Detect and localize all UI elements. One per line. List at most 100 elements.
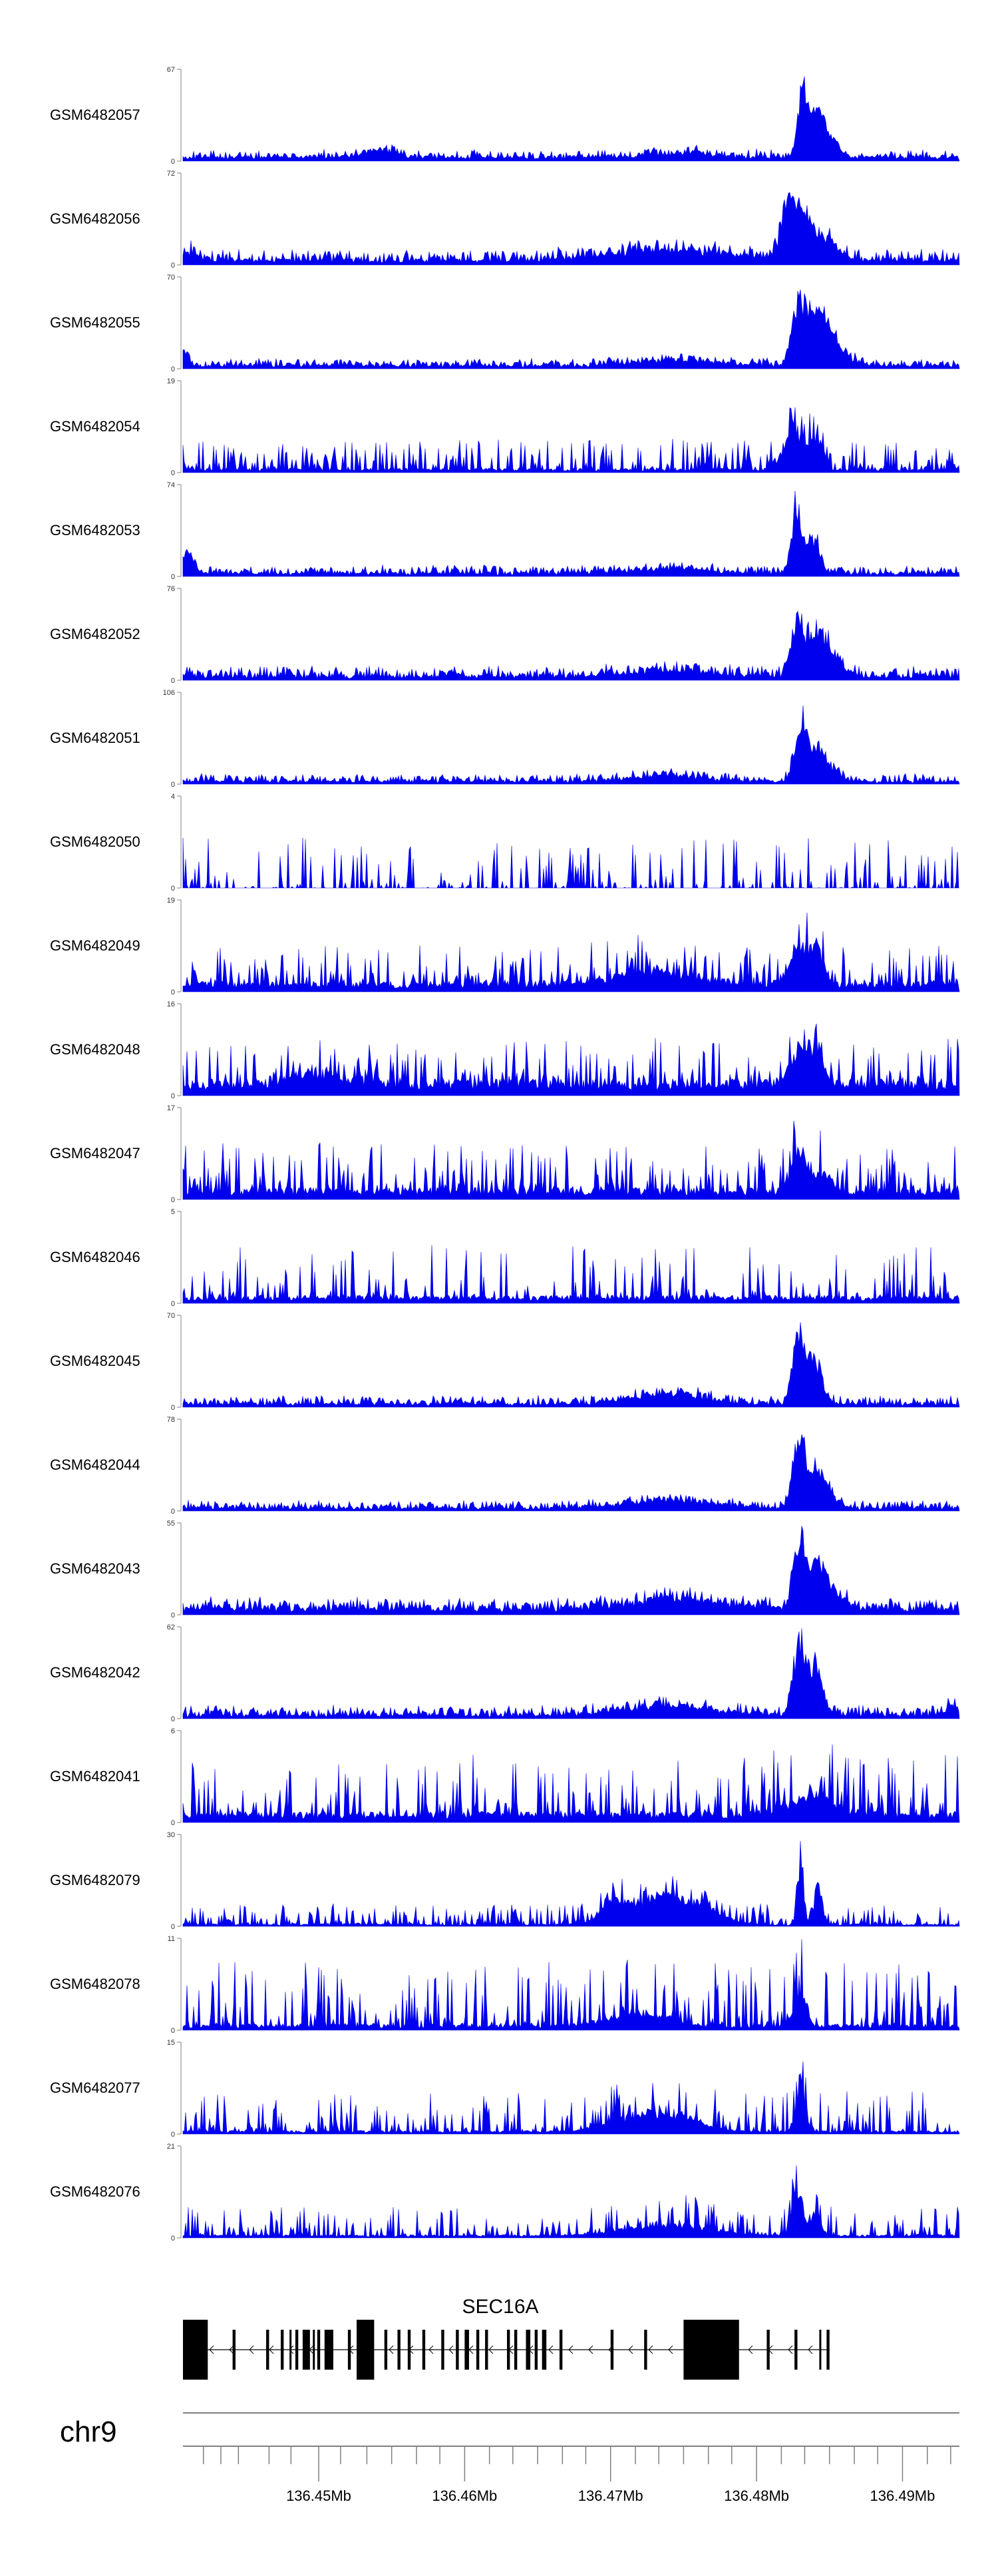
strand-arrow (488, 2345, 494, 2354)
track-label: GSM6482078 (50, 1976, 140, 1992)
track-label: GSM6482053 (50, 522, 140, 538)
gene-exon (232, 2330, 236, 2370)
coverage-track: GSM6482057 67 0 (50, 66, 960, 166)
strand-arrow (249, 2345, 254, 2354)
strand-arrow (289, 2345, 294, 2354)
strand-arrow (389, 2345, 394, 2354)
gene-exon (441, 2330, 444, 2370)
gene-exon (506, 2330, 510, 2370)
y-max-label: 72 (167, 170, 175, 178)
track-label: GSM6482045 (50, 1353, 140, 1369)
y-max-label: 19 (167, 897, 175, 905)
coverage-track: GSM6482045 70 0 (50, 1312, 960, 1412)
y-max-label: 106 (163, 689, 175, 697)
y-max-label: 70 (167, 274, 175, 282)
y-min-label: 0 (171, 1300, 175, 1308)
coverage-track: GSM6482079 30 0 (50, 1831, 960, 1931)
y-max-label: 67 (167, 66, 175, 74)
coverage-area (182, 1840, 960, 1927)
gene-exon (464, 2330, 469, 2370)
track-label: GSM6482049 (50, 937, 140, 954)
strand-arrow (628, 2345, 633, 2354)
coverage-area (182, 192, 960, 266)
y-max-label: 17 (167, 1104, 175, 1112)
coverage-track: GSM6482055 70 0 (50, 274, 960, 373)
strand-arrow (648, 2345, 653, 2354)
gene-exon (384, 2330, 388, 2370)
y-max-label: 62 (167, 1623, 175, 1631)
coverage-area (182, 913, 960, 992)
y-max-label: 16 (167, 1000, 175, 1008)
coverage-track: GSM6482051 106 0 (50, 689, 960, 789)
strand-arrow (568, 2345, 574, 2354)
coverage-area (182, 610, 960, 681)
gene-exon (476, 2330, 480, 2370)
y-max-label: 5 (171, 1208, 175, 1216)
track-label: GSM6482042 (50, 1664, 140, 1681)
coverage-area (182, 1322, 960, 1408)
gene-exon (324, 2330, 333, 2370)
y-max-label: 76 (167, 585, 175, 593)
gene-exon (313, 2330, 315, 2370)
track-label: GSM6482056 (50, 210, 140, 227)
gene-exon (794, 2330, 798, 2370)
gene-exon (357, 2320, 375, 2380)
coverage-track: GSM6482044 78 0 (50, 1416, 960, 1516)
coverage-area (182, 76, 960, 162)
strand-arrow (808, 2345, 813, 2354)
x-tick-label: 136.49Mb (870, 2487, 935, 2504)
coverage-area (182, 2061, 960, 2135)
y-min-label: 0 (171, 365, 175, 373)
coverage-area (182, 2165, 960, 2239)
gene-exon (407, 2330, 411, 2370)
y-min-label: 0 (171, 573, 175, 581)
gene-exon (317, 2330, 321, 2370)
strand-arrow (229, 2345, 234, 2354)
gene-exon (644, 2330, 647, 2370)
coverage-track: GSM6482043 55 0 (50, 1520, 960, 1619)
y-min-label: 0 (171, 2027, 175, 2035)
y-min-label: 0 (171, 158, 175, 166)
y-max-label: 6 (171, 1727, 175, 1735)
y-min-label: 0 (171, 469, 175, 477)
gene-exon (289, 2330, 292, 2370)
y-min-label: 0 (171, 2235, 175, 2243)
gene-exon (826, 2330, 830, 2370)
coverage-track: GSM6482049 19 0 (50, 897, 960, 996)
coverage-track: GSM6482047 17 0 (50, 1104, 960, 1204)
track-label: GSM6482044 (50, 1456, 140, 1473)
y-min-label: 0 (171, 1196, 175, 1204)
coverage-track: GSM6482056 72 0 (50, 170, 960, 270)
gene-exon (397, 2330, 401, 2370)
x-tick-label: 136.45Mb (286, 2487, 351, 2504)
strand-arrow (428, 2345, 434, 2354)
coverage-area (182, 289, 960, 369)
coverage-area (182, 1434, 960, 1512)
gene-name: SEC16A (462, 2296, 538, 2318)
gene-exon (610, 2330, 614, 2370)
y-max-label: 78 (167, 1416, 175, 1424)
y-min-label: 0 (171, 988, 175, 996)
track-label: GSM6482043 (50, 1560, 140, 1577)
y-min-label: 0 (171, 1715, 175, 1723)
genome-axis: chr9 136.45Mb 136.46Mb 136.47Mb 136.48Mb 136.… (60, 2412, 959, 2504)
gene-exon (422, 2330, 426, 2370)
coverage-area (182, 837, 959, 889)
strand-arrow (448, 2345, 454, 2354)
coverage-area (182, 1526, 960, 1615)
gene-exon (302, 2330, 310, 2370)
coverage-track: GSM6482076 21 0 (50, 2143, 960, 2243)
x-tick-label: 136.47Mb (578, 2487, 643, 2504)
coverage-track: GSM6482046 5 0 (50, 1208, 960, 1308)
coverage-track: GSM6482053 74 0 (50, 481, 960, 581)
gene-exon (526, 2330, 531, 2370)
y-min-label: 0 (171, 1923, 175, 1931)
gene-exon (766, 2330, 770, 2370)
strand-arrow (468, 2345, 474, 2354)
coverage-area (182, 1023, 960, 1096)
strand-arrow (548, 2345, 554, 2354)
y-min-label: 0 (171, 1092, 175, 1100)
gene-exon (534, 2330, 538, 2370)
y-max-label: 21 (167, 2143, 175, 2151)
